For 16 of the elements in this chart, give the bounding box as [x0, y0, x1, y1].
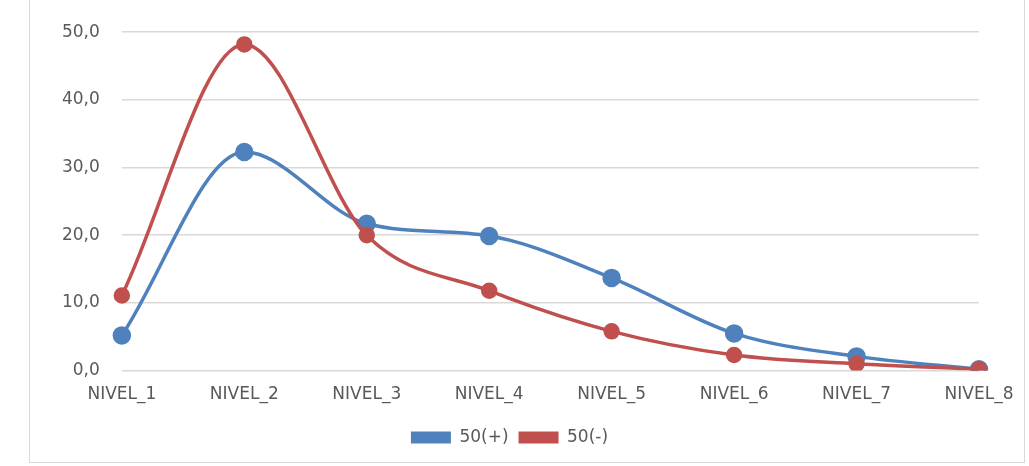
legend-label: 50(-)	[567, 425, 609, 446]
x-tick-label: NIVEL_2	[209, 383, 279, 405]
x-tick-label: NIVEL_4	[454, 383, 524, 405]
x-tick-label: NIVEL_1	[87, 383, 157, 405]
y-tick-label: 0,0	[72, 359, 100, 380]
y-tick-label: 10,0	[61, 291, 100, 312]
y-tick-label: 20,0	[61, 223, 100, 244]
y-tick-label: 40,0	[61, 88, 100, 109]
x-tick-label: NIVEL_3	[332, 383, 402, 405]
x-tick-label: NIVEL_7	[822, 383, 891, 405]
x-tick-label: NIVEL_8	[944, 383, 1014, 405]
x-tick-label: NIVEL_5	[577, 383, 647, 405]
x-tick-label: NIVEL_6	[699, 383, 769, 405]
y-tick-label: 30,0	[61, 155, 100, 176]
y-tick-label: 50,0	[61, 20, 100, 41]
legend-label: 50(+)	[459, 425, 509, 446]
